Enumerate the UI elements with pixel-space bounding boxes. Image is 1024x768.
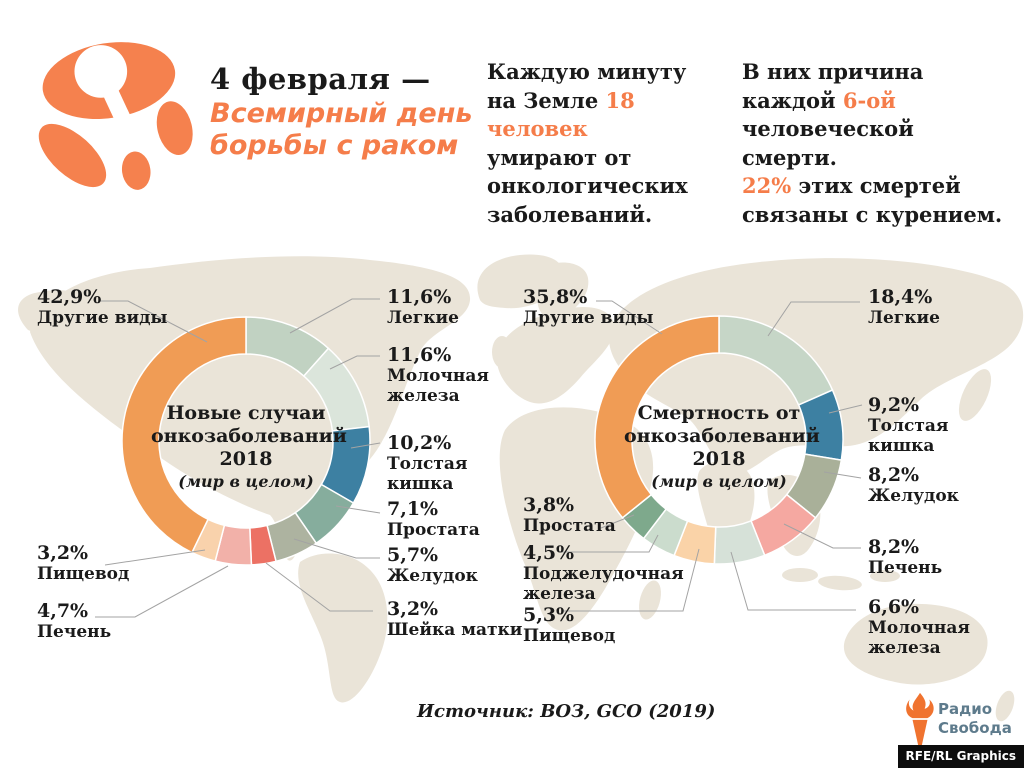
intro-text-2: В них причина каждой 6-ой человеческой с… bbox=[742, 59, 1003, 227]
slice-label-pancreas: 4,5% Поджелудочная железа bbox=[523, 542, 684, 604]
slice-label-prostate: 7,1% Простата bbox=[387, 498, 480, 541]
slice-label-breast: 11,6% Молочная железа bbox=[387, 344, 489, 406]
slice-label-lungs: 11,6% Легкие bbox=[387, 286, 459, 329]
donut-chart-new-cases bbox=[121, 316, 371, 566]
slice-label-cervix: 3,2% Шейка матки bbox=[387, 598, 523, 641]
donut-slice bbox=[594, 315, 720, 519]
radio-svoboda-wordmark: Радио Свобода bbox=[938, 700, 1012, 737]
slice-label-esophagus: 3,2% Пищевод bbox=[37, 542, 130, 585]
slice-label-stomach: 5,7% Желудок bbox=[387, 544, 478, 587]
slice-label-other: 42,9% Другие виды bbox=[37, 286, 168, 329]
chart-title-new-cases: Новые случаи онкозаболеваний 2018 (мир в… bbox=[151, 402, 347, 492]
slice-label-liver: 8,2% Печень bbox=[868, 536, 943, 579]
page-title-date: 4 февраля — bbox=[210, 62, 431, 96]
slice-label-stomach: 8,2% Желудок bbox=[868, 464, 959, 507]
slice-label-esophagus: 5,3% Пищевод bbox=[523, 604, 616, 647]
slice-label-liver: 4,7% Печень bbox=[37, 600, 112, 643]
donut-chart-mortality bbox=[594, 315, 844, 565]
rferl-graphics-credit: RFE/RL Graphics bbox=[897, 745, 1024, 768]
chart-title-mortality: Смертность от онкозаболеваний 2018 (мир … bbox=[624, 402, 820, 492]
intro-text-1: Каждую минуту на Земле 18 человек умираю… bbox=[487, 59, 688, 227]
slice-label-prostate: 3,8% Простата bbox=[523, 494, 616, 537]
slice-label-colon: 9,2% Толстая кишка bbox=[868, 394, 949, 456]
donut-slice bbox=[121, 316, 247, 554]
slice-label-breast: 6,6% Молочная железа bbox=[868, 596, 970, 658]
slice-label-other: 35,8% Другие виды bbox=[523, 286, 654, 329]
slice-label-lungs: 18,4% Легкие bbox=[868, 286, 940, 329]
world-cancer-day-logo-icon bbox=[38, 42, 193, 190]
radio-svoboda-torch-icon bbox=[906, 692, 934, 746]
slice-label-colon: 10,2% Толстая кишка bbox=[387, 432, 468, 494]
source-note: Источник: ВОЗ, GCO (2019) bbox=[417, 701, 716, 722]
page-title-campaign: Всемирный день борьбы с раком bbox=[210, 98, 473, 161]
